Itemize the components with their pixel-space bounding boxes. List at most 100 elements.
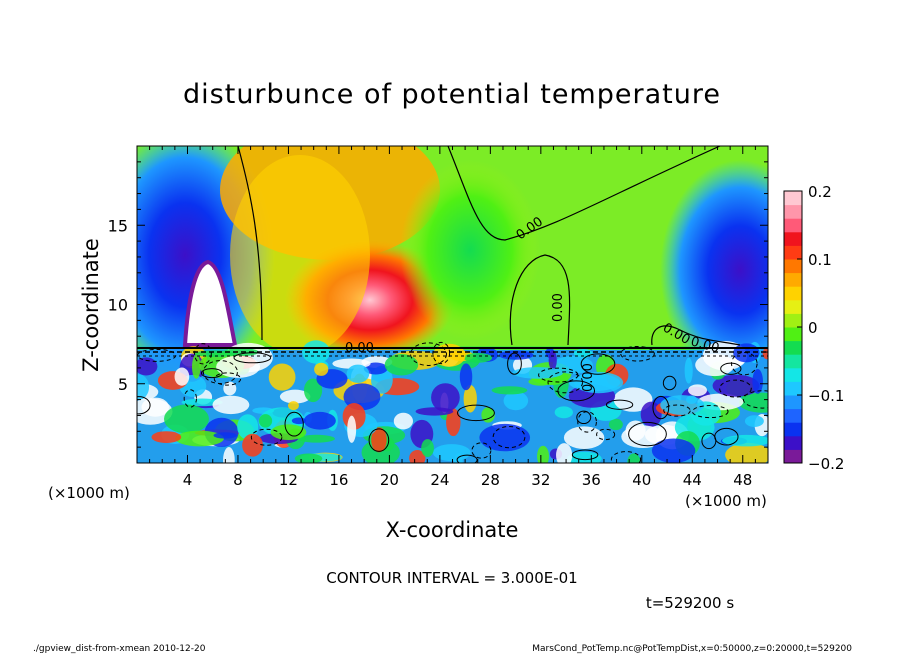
y-tick-label: 10 (108, 296, 128, 315)
turbulence-patch (279, 389, 311, 404)
turbulence-patch (258, 414, 273, 428)
turbulence-patch (537, 445, 549, 463)
turbulence-patch (314, 362, 329, 376)
y-axis-label: Z-coordinate (79, 238, 103, 372)
x-tick-label: 36 (582, 471, 601, 489)
contour-loop (691, 405, 729, 419)
plot-area: 0.000.000.000.000.000.00 (137, 146, 768, 463)
turbulence-patch (568, 373, 621, 392)
contour-interval-note: CONTOUR INTERVAL = 3.000E-01 (326, 569, 577, 587)
contour-loop (200, 368, 223, 379)
contour-loop (284, 411, 304, 437)
turbulence-patch (268, 363, 296, 391)
contour-loop (580, 353, 616, 375)
colorbar-swatch (784, 286, 802, 301)
colorbar-swatch (784, 340, 802, 355)
turbulence-patch (409, 450, 426, 463)
turbulence-patch (363, 362, 388, 375)
turbulence-patch (303, 378, 323, 403)
contour-loop (628, 421, 667, 447)
turbulence-patch (141, 397, 170, 417)
colorbar: 0.2 0.1 0 −0.1 −0.2 (783, 183, 844, 473)
colorbar-swatch (784, 408, 802, 423)
footer-script-info: ./gpview_dist-from-xmean 2010-12-20 (33, 644, 206, 654)
x-tick-label: 4 (183, 471, 193, 489)
x-tick-label: 32 (531, 471, 550, 489)
contour-loop (507, 352, 522, 375)
colorbar-swatch (784, 327, 802, 342)
turbulence-patch (294, 453, 323, 463)
colorbar-swatch (784, 435, 802, 450)
turbulence-patch (684, 357, 693, 384)
turbulence-patch (554, 406, 573, 419)
x-tick-label: 12 (279, 471, 298, 489)
turbulence-patch (608, 418, 623, 431)
turbulence-patch (393, 412, 413, 430)
turbulence-patch (346, 364, 370, 383)
turbulence-patch (627, 453, 641, 463)
x-tick-label: 40 (632, 471, 651, 489)
turbulence-patch (431, 383, 460, 412)
cold-region-right (660, 160, 768, 380)
chart-title: disturbunce of potential temperature (183, 79, 721, 110)
turbulence-patch (762, 347, 768, 360)
y-tick-label: 15 (108, 216, 128, 235)
contour-loop (571, 449, 599, 461)
contour-loop (576, 410, 592, 425)
turbulence-patch (384, 354, 419, 376)
colorbar-swatch (784, 191, 802, 206)
turbulence-patch (270, 424, 307, 440)
time-stamp: t=529200 s (646, 594, 734, 612)
colorbar-swatch (784, 367, 802, 382)
turbulence-patch (242, 433, 264, 457)
colorbar-swatch (784, 204, 802, 219)
turbulence-patch (151, 431, 182, 444)
contour-loop (620, 345, 655, 362)
contour-loop (731, 351, 758, 376)
turbulence-patch (192, 354, 201, 379)
contour-loop (663, 404, 691, 417)
contour-label: 0.00 (345, 341, 374, 356)
turbulence-patch (213, 432, 237, 439)
turbulence-patch (303, 411, 336, 430)
contour-loop (137, 396, 151, 415)
turbulence-patch (216, 355, 261, 378)
turbulence-patch (181, 398, 223, 407)
contour-loop (605, 399, 634, 410)
contour-loop (720, 362, 742, 375)
contour-loop (250, 428, 283, 446)
contour-loop (368, 428, 390, 452)
contour-label: 0.00 (581, 363, 596, 392)
turbulence-patch (725, 442, 768, 463)
contour-loop (137, 348, 177, 362)
turbulence-patch (432, 444, 471, 462)
colorbar-tick-label: 0.2 (808, 183, 832, 201)
colorbar-swatch (784, 218, 802, 233)
turbulence-patch (347, 415, 357, 443)
x-units-right: (×1000 m) (685, 492, 767, 510)
turbulence-patch (223, 447, 235, 463)
turbulence-patch (163, 404, 209, 434)
contour-loop (492, 425, 526, 449)
contour-loop (183, 389, 197, 408)
turbulence-patch (288, 401, 299, 411)
colorbar-swatch (784, 231, 802, 246)
contour-loop (194, 343, 212, 365)
contour-loop (547, 371, 584, 394)
turbulence-patch (479, 423, 531, 452)
colorbar-swatch (784, 354, 802, 369)
colorbar-swatch (784, 449, 802, 464)
contour-loop (714, 427, 739, 446)
contour-loop (457, 404, 495, 422)
x-tick-label: 16 (329, 471, 348, 489)
colorbar-swatch (784, 395, 802, 410)
turbulence-patch (744, 415, 764, 427)
turbulence-patch (752, 368, 763, 394)
turbulence-patch (621, 425, 665, 449)
contour-loop (596, 428, 616, 441)
turbulence-patch (503, 391, 529, 411)
turbulence-patch (498, 350, 534, 360)
turbulence-patch (563, 426, 605, 449)
warm-spike-left (182, 259, 238, 347)
x-units-left: (×1000 m) (48, 484, 130, 502)
